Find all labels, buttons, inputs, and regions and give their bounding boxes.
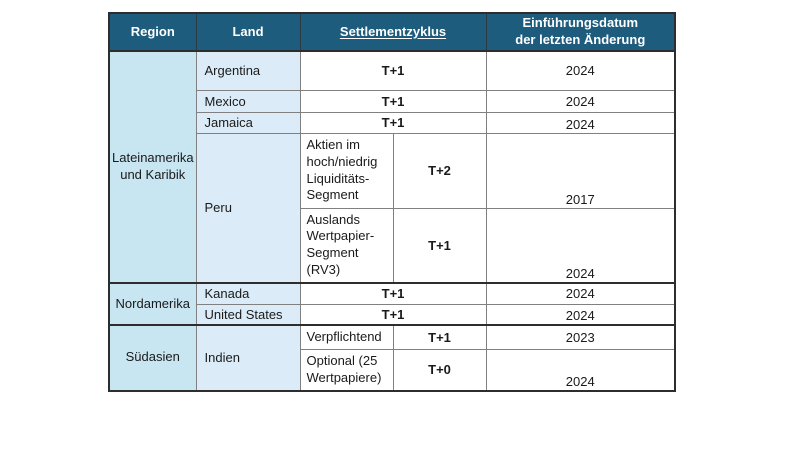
header-land: Land — [195, 12, 301, 52]
row-mexico: Mexico T+1 2024 — [109, 89, 676, 113]
land-peru: Peru — [195, 132, 301, 284]
date-united-states: 2024 — [485, 303, 676, 326]
cycle-peru-auslands: T+1 — [392, 207, 487, 284]
cycle-united-states: T+1 — [299, 303, 487, 326]
row-indien-optional: Optional (25 Wertpapiere) T+0 2024 — [109, 348, 676, 392]
land-united-states: United States — [195, 303, 301, 326]
segment-indien-verpflichtend: Verpflichtend — [299, 324, 394, 350]
cycle-jamaica: T+1 — [299, 111, 487, 134]
region-lateinamerika-karibik: Lateinamerika und Karibik — [108, 50, 197, 284]
row-peru-segment-2: Auslands Wertpapier-Segment (RV3) T+1 20… — [109, 207, 676, 284]
land-indien: Indien — [195, 324, 301, 392]
segment-peru-auslands: Auslands Wertpapier-Segment (RV3) — [299, 207, 394, 284]
row-peru-segment-1: Peru Aktien im hoch/niedrig Liquiditäts-… — [109, 132, 676, 284]
date-indien-optional: 2024 — [485, 348, 676, 392]
date-jamaica: 2024 — [485, 111, 676, 134]
row-argentina: Lateinamerika und Karibik Argentina T+1 … — [108, 50, 676, 284]
row-indien-verpflichtend: Südasien Indien Verpflichtend T+1 2023 — [108, 324, 676, 392]
table-header-row: Region Land Settlementzyklus Einführungs… — [108, 12, 676, 52]
date-peru-auslands: 2024 — [485, 207, 676, 284]
cycle-mexico: T+1 — [299, 89, 487, 113]
segment-indien-optional: Optional (25 Wertpapiere) — [299, 348, 394, 392]
header-change-date-line1: Einführungsdatum — [522, 15, 639, 31]
region-nordamerika: Nordamerika — [108, 282, 197, 326]
header-region: Region — [108, 12, 197, 52]
land-argentina: Argentina — [195, 50, 301, 91]
header-change-date-line2: der letzten Änderung — [515, 32, 646, 47]
settlement-cycle-table: Region Land Settlementzyklus Einführungs… — [108, 12, 677, 392]
header-change-date: Einführungsdatum der letzten Änderung — [485, 12, 676, 52]
cycle-kanada: T+1 — [299, 282, 487, 305]
segment-peru-liquiditaets: Aktien im hoch/niedrig Liquiditäts-Segme… — [299, 132, 394, 209]
cycle-peru-liquiditaets: T+2 — [392, 132, 487, 209]
header-settlement-label: Settlementzyklus — [339, 23, 447, 39]
date-kanada: 2024 — [485, 282, 676, 305]
row-jamaica: Jamaica T+1 2024 — [109, 111, 676, 134]
cycle-indien-verpflichtend: T+1 — [392, 324, 487, 350]
region-suedasien: Südasien — [108, 324, 197, 392]
land-kanada: Kanada — [195, 282, 301, 305]
date-peru-liquiditaets: 2017 — [485, 132, 676, 209]
land-mexico: Mexico — [195, 89, 301, 113]
date-argentina: 2024 — [485, 50, 676, 91]
cycle-indien-optional: T+0 — [392, 348, 487, 392]
row-united-states: United States T+1 2024 — [109, 303, 676, 326]
date-mexico: 2024 — [485, 89, 676, 113]
row-kanada: Nordamerika Kanada T+1 2024 — [108, 282, 676, 326]
land-jamaica: Jamaica — [195, 111, 301, 134]
cycle-argentina: T+1 — [299, 50, 487, 91]
header-settlement: Settlementzyklus — [299, 12, 487, 52]
date-indien-verpflichtend: 2023 — [485, 324, 676, 350]
